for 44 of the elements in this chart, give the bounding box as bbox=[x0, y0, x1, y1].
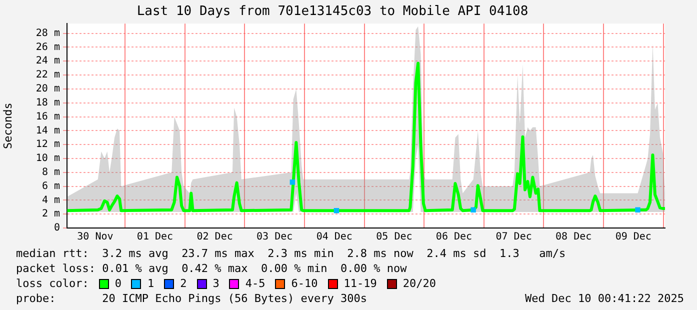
y-tick-label: 20 m bbox=[36, 84, 60, 95]
y-tick-label: 2 m bbox=[42, 208, 60, 220]
x-tick-label: 01 Dec bbox=[136, 232, 174, 243]
legend-title: loss color: bbox=[16, 276, 89, 291]
text: median rtt: 3.2 ms avg 23.7 ms max 2.3 ms min 2.8 ms now 2.4 ms sd 1.3 am/s bbox=[16, 246, 567, 261]
y-tick-label: 6 m bbox=[42, 180, 60, 192]
chart-title: Last 10 Days from 701e13145c03 to Mobile API 04108 bbox=[136, 4, 528, 20]
x-tick-label: 09 Dec bbox=[615, 232, 652, 243]
legend-label: 1 bbox=[147, 276, 154, 291]
point bbox=[470, 207, 476, 213]
y-tick-label: 24 m bbox=[36, 56, 60, 67]
point bbox=[635, 207, 640, 213]
point bbox=[290, 179, 296, 185]
text: Wed Dec 10 00:41:22 2025 bbox=[525, 291, 684, 306]
x-tick-label: 06 Dec bbox=[436, 232, 472, 243]
x-tick-label: 07 Dec bbox=[496, 232, 532, 243]
y-axis-title: Seconds bbox=[1, 102, 14, 149]
text: probe: 20 ICMP Echo Pings (56 Bytes) every 300s bbox=[16, 291, 367, 306]
y-tick-label: 26 m bbox=[36, 42, 60, 53]
legend-label: 6-10 bbox=[291, 276, 318, 291]
text: packet loss: 0.01 % avg 0.42 % max 0.00 % min 0.00 % now bbox=[16, 261, 408, 276]
legend-label: 0 bbox=[114, 276, 122, 291]
x-tick-label: 05 Dec bbox=[376, 232, 412, 243]
point bbox=[334, 208, 340, 214]
y-tick-label: 10 m bbox=[36, 153, 60, 164]
y-tick-label: 18 m bbox=[36, 97, 60, 108]
y-tick-label: 28 m bbox=[36, 28, 60, 39]
y-tick-label: 4 m bbox=[42, 194, 60, 206]
x-tick-label: 04 Dec bbox=[316, 232, 352, 243]
y-tick-label: 14 m bbox=[36, 125, 60, 136]
legend-label: 2 bbox=[180, 276, 187, 291]
legend-label: 20/20 bbox=[402, 276, 436, 291]
x-tick-label: 30 Nov bbox=[77, 232, 114, 243]
y-tick-label: 16 m bbox=[36, 111, 60, 122]
x-tick-label: 08 Dec bbox=[556, 232, 592, 243]
legend-label: 3 bbox=[212, 276, 220, 291]
y-tick-label: 22 m bbox=[36, 70, 60, 81]
x-tick-label: 02 Dec bbox=[196, 232, 233, 243]
y-tick-label: 0 bbox=[54, 222, 60, 234]
y-tick-label: 12 m bbox=[36, 139, 60, 150]
legend-label: 11-19 bbox=[344, 276, 377, 291]
y-tick-label: 8 m bbox=[42, 166, 60, 178]
x-tick-label: 03 Dec bbox=[256, 232, 293, 243]
legend-label: 4-5 bbox=[245, 276, 266, 291]
